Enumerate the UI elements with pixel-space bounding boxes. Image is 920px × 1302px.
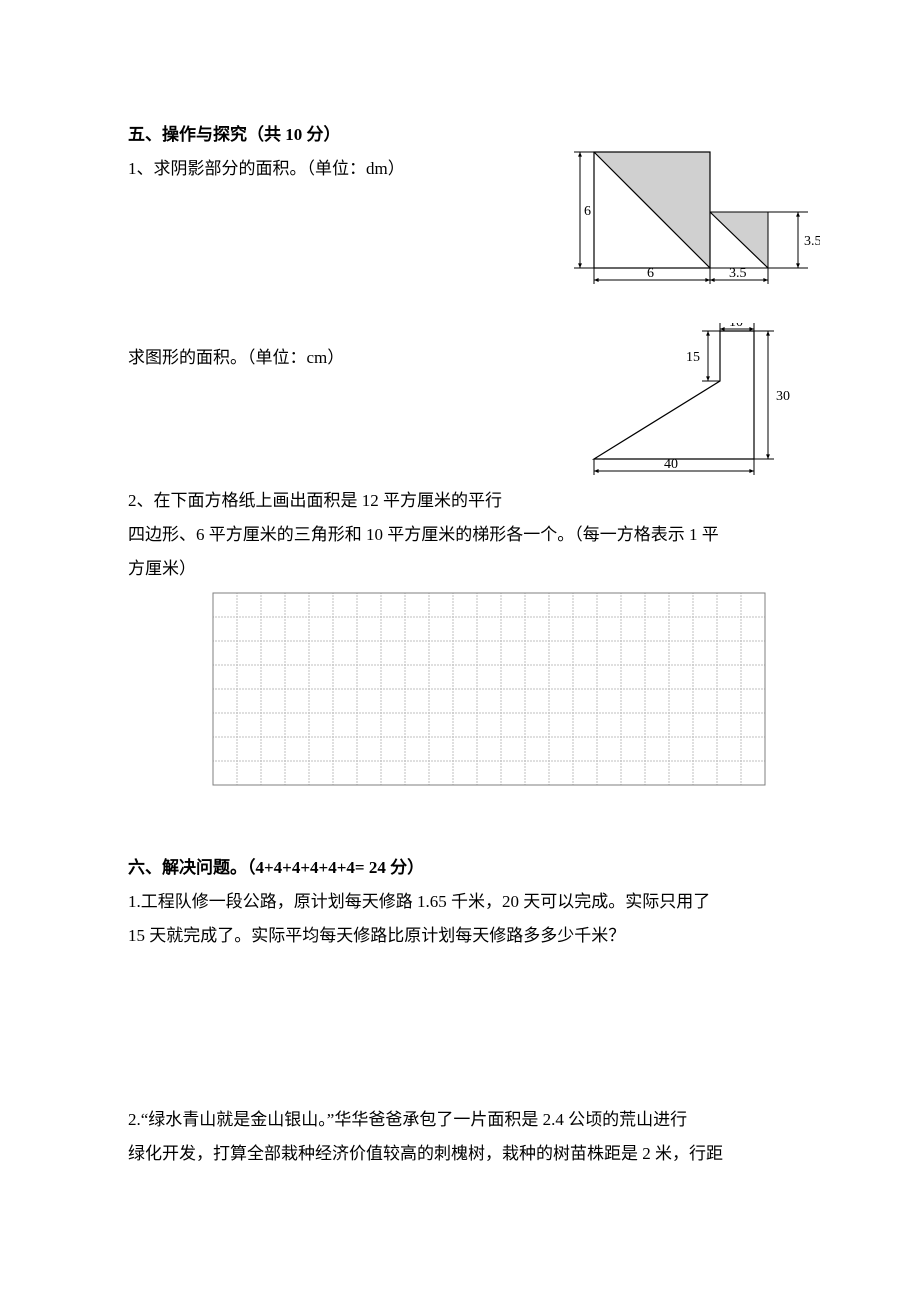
svg-text:10: 10 (729, 323, 743, 330)
q2-line1: 2、在下面方格纸上画出面积是 12 平方厘米的平行 (128, 484, 828, 518)
s6-q1-line2: 15 天就完成了。实际平均每天修路比原计划每天修路多多少千米？ (128, 919, 828, 953)
svg-text:30: 30 (776, 389, 790, 404)
section-5-heading: 五、操作与探究（共 10 分） (128, 118, 828, 152)
q2-line3: 方厘米） (128, 552, 828, 586)
s6-q2-line2: 绿化开发，打算全部栽种经济价值较高的刺槐树，栽种的树苗株距是 2 米，行距 (128, 1137, 828, 1171)
figure-1: 6 6 3.5 3.5 (570, 148, 820, 293)
grid-paper (212, 592, 766, 791)
svg-text:6: 6 (647, 266, 654, 281)
svg-text:15: 15 (686, 350, 700, 365)
figure-2: 10 15 30 40 (558, 323, 798, 488)
svg-text:40: 40 (664, 457, 678, 472)
q2-line2: 四边形、6 平方厘米的三角形和 10 平方厘米的梯形各一个。（每一方格表示 1 … (128, 518, 828, 552)
svg-text:6: 6 (584, 204, 591, 219)
s6-q1-line1: 1.工程队修一段公路，原计划每天修路 1.65 千米，20 天可以完成。实际只用… (128, 885, 828, 919)
s6-q2-line1: 2.“绿水青山就是金山银山。”华华爸爸承包了一片面积是 2.4 公顷的荒山进行 (128, 1103, 828, 1137)
svg-text:3.5: 3.5 (729, 266, 747, 281)
section-6-heading: 六、解决问题。（4+4+4+4+4+4= 24 分） (128, 851, 828, 885)
svg-text:3.5: 3.5 (804, 234, 820, 249)
